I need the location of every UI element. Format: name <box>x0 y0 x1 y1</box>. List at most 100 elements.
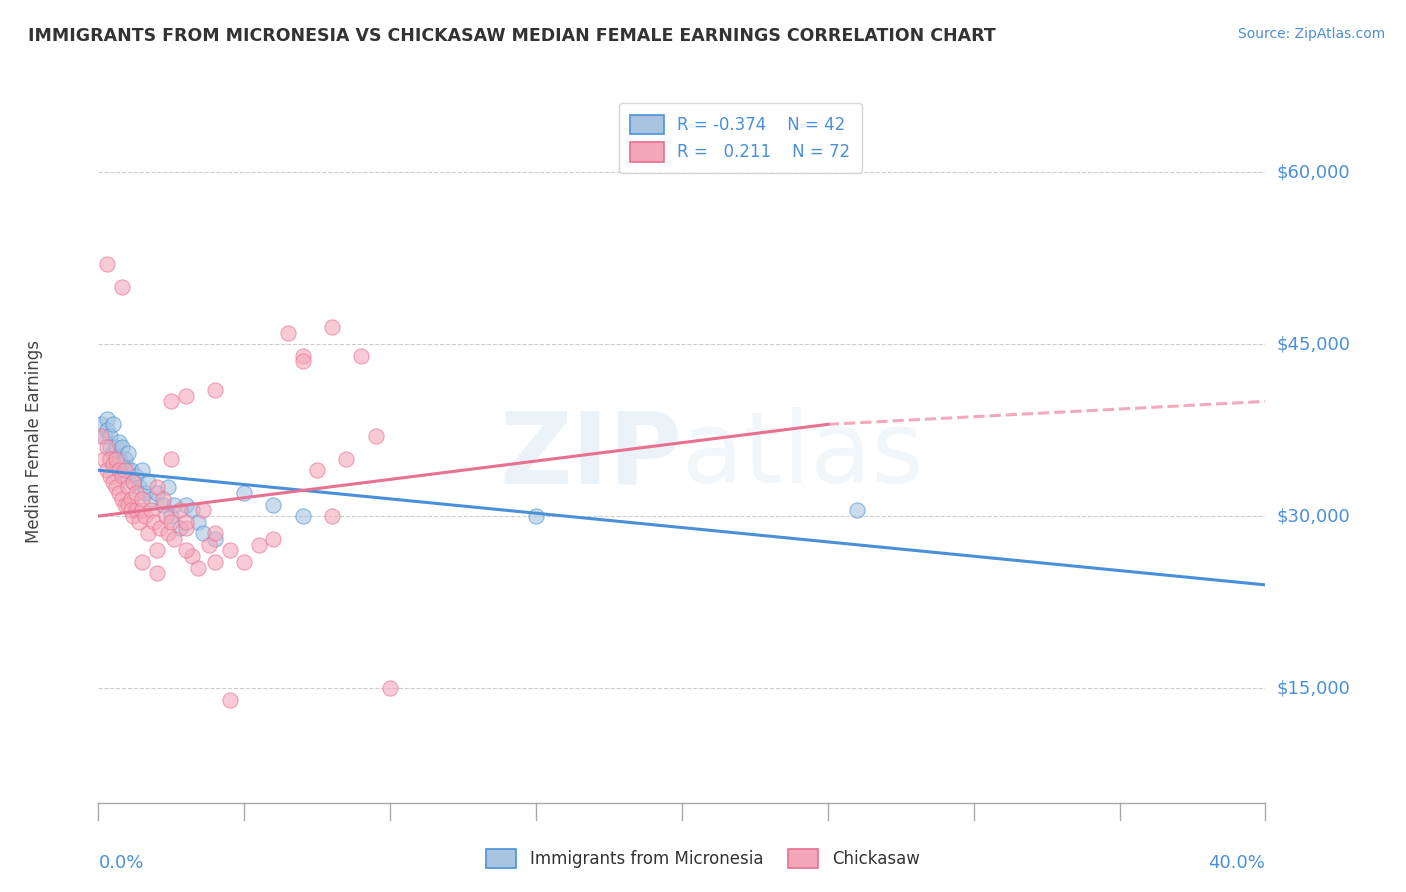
Point <box>117 446 139 460</box>
Point <box>262 498 284 512</box>
Point <box>277 326 299 340</box>
Point <box>104 451 127 466</box>
Point <box>108 486 131 500</box>
Point <box>98 429 121 443</box>
Point <box>98 451 121 466</box>
Point <box>163 532 186 546</box>
Point <box>152 491 174 506</box>
Point <box>114 463 136 477</box>
Point <box>160 509 183 524</box>
Point <box>157 480 180 494</box>
Point <box>187 560 209 574</box>
Point <box>120 463 142 477</box>
Legend: Immigrants from Micronesia, Chickasaw: Immigrants from Micronesia, Chickasaw <box>479 842 927 875</box>
Point <box>122 475 145 489</box>
Point <box>146 480 169 494</box>
Point <box>291 509 314 524</box>
Point <box>131 463 153 477</box>
Point <box>193 526 215 541</box>
Point <box>180 503 202 517</box>
Point <box>350 349 373 363</box>
Point <box>163 498 186 512</box>
Text: IMMIGRANTS FROM MICRONESIA VS CHICKASAW MEDIAN FEMALE EARNINGS CORRELATION CHART: IMMIGRANTS FROM MICRONESIA VS CHICKASAW … <box>28 27 995 45</box>
Point <box>218 692 240 706</box>
Point <box>204 383 226 397</box>
Point <box>131 491 153 506</box>
Point <box>125 486 148 500</box>
Point <box>96 440 118 454</box>
Text: $60,000: $60,000 <box>1277 163 1350 181</box>
Point <box>262 532 284 546</box>
Point <box>90 429 112 443</box>
Point <box>160 451 183 466</box>
Text: ZIP: ZIP <box>499 408 682 505</box>
Point <box>93 451 115 466</box>
Point <box>136 526 159 541</box>
Point <box>125 503 148 517</box>
Point <box>524 509 547 524</box>
Point <box>146 543 169 558</box>
Point <box>131 555 153 569</box>
Point <box>321 509 343 524</box>
Legend: R = -0.374    N = 42, R =   0.211    N = 72: R = -0.374 N = 42, R = 0.211 N = 72 <box>619 103 862 173</box>
Text: $30,000: $30,000 <box>1277 507 1350 525</box>
Text: 40.0%: 40.0% <box>1209 855 1265 872</box>
Text: Source: ZipAtlas.com: Source: ZipAtlas.com <box>1237 27 1385 41</box>
Point <box>160 394 183 409</box>
Point <box>364 429 387 443</box>
Point <box>155 509 177 524</box>
Point <box>93 429 115 443</box>
Point <box>152 498 174 512</box>
Point <box>96 257 118 271</box>
Point <box>98 469 121 483</box>
Point <box>204 555 226 569</box>
Point <box>90 417 112 432</box>
Point <box>104 480 127 494</box>
Point <box>204 532 226 546</box>
Text: $45,000: $45,000 <box>1277 335 1351 353</box>
Text: $15,000: $15,000 <box>1277 679 1350 698</box>
Point <box>120 491 142 506</box>
Point <box>117 480 139 494</box>
Point <box>142 515 165 529</box>
Point <box>108 434 131 449</box>
Point <box>139 503 162 517</box>
Point <box>174 389 197 403</box>
Point <box>146 486 169 500</box>
Point <box>108 451 131 466</box>
Point <box>157 526 180 541</box>
Point <box>307 463 329 477</box>
Point <box>111 469 134 483</box>
Point <box>174 498 197 512</box>
Point <box>204 526 226 541</box>
Text: Median Female Earnings: Median Female Earnings <box>25 340 44 543</box>
Point <box>114 469 136 483</box>
Point <box>149 520 172 534</box>
Point <box>169 520 191 534</box>
Point <box>111 279 134 293</box>
Point <box>98 440 121 454</box>
Point <box>247 538 270 552</box>
Point <box>122 509 145 524</box>
Point <box>146 566 169 581</box>
Text: atlas: atlas <box>682 408 924 505</box>
Point <box>131 503 153 517</box>
Point <box>122 475 145 489</box>
Point <box>128 515 150 529</box>
Point <box>187 515 209 529</box>
Point <box>111 458 134 472</box>
Point <box>136 475 159 489</box>
Point <box>117 463 139 477</box>
Point <box>108 463 131 477</box>
Point <box>846 503 869 517</box>
Point <box>125 469 148 483</box>
Point <box>335 451 357 466</box>
Point <box>160 515 183 529</box>
Point <box>101 446 124 460</box>
Point <box>321 319 343 334</box>
Point <box>198 538 221 552</box>
Point <box>117 498 139 512</box>
Text: 0.0%: 0.0% <box>98 855 143 872</box>
Point <box>128 480 150 494</box>
Point <box>174 520 197 534</box>
